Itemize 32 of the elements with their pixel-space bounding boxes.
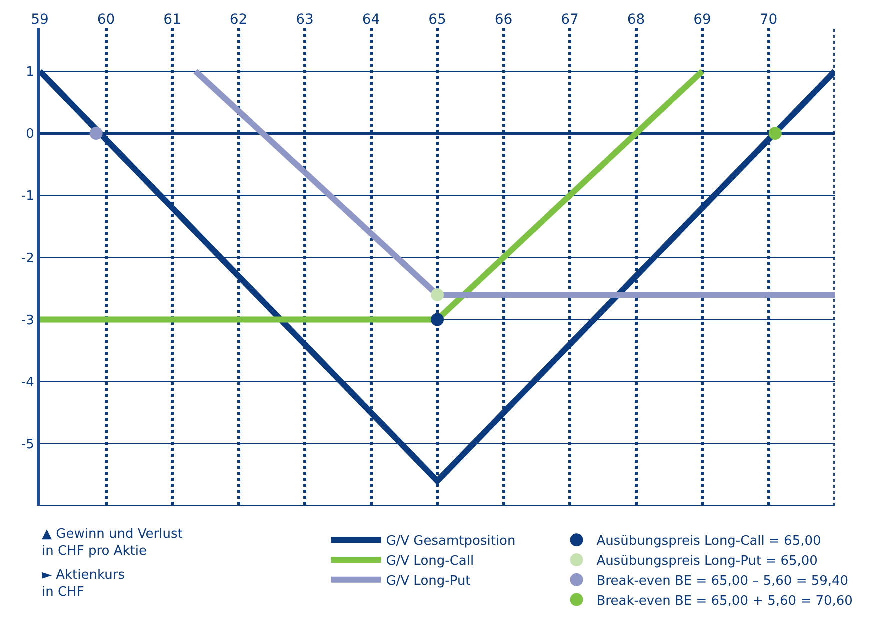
point — [431, 288, 444, 302]
x-tick-label: 67 — [561, 12, 579, 28]
x-tick-label: 70 — [760, 12, 778, 28]
x-tick-label: 62 — [230, 12, 248, 28]
point — [431, 313, 444, 326]
y-tick-label: -3 — [21, 313, 34, 328]
y-tick-label: -2 — [21, 251, 34, 266]
x-tick-label: 65 — [428, 12, 446, 28]
legend-label: Ausübungspreis Long-Put = 65,00 — [596, 554, 818, 570]
y-tick-label: -1 — [21, 189, 34, 204]
x-tick-label: 64 — [362, 12, 380, 28]
y-tick-label: -5 — [21, 437, 34, 452]
x-tick-label: 60 — [97, 12, 116, 28]
x-tick-label: 66 — [494, 12, 513, 28]
y-tick-label: 0 — [26, 127, 34, 142]
legend-label: Break-even BE = 65,00 – 5,60 = 59,40 — [596, 574, 849, 589]
x-tick-label: 69 — [694, 12, 712, 28]
text: ▲ Gewinn und Verlust in CHF pro Aktie — [42, 527, 183, 559]
y-tick-label: -4 — [21, 375, 34, 390]
legend-label: G/V Gesamtposition — [386, 534, 516, 550]
point — [90, 127, 103, 140]
x-tick-label: 61 — [164, 12, 182, 28]
x-tick-label: 63 — [296, 12, 314, 28]
point — [768, 127, 782, 140]
legend-label: Ausübungspreis Long-Call = 65,00 — [596, 534, 822, 550]
legend-label: Break-even BE = 65,00 + 5,60 = 70,60 — [596, 594, 853, 609]
legend-label: G/V Long-Call — [386, 554, 474, 570]
y-tick-label: 1 — [26, 65, 34, 80]
legend-label: G/V Long-Put — [386, 574, 471, 589]
x-tick-label: 68 — [627, 12, 646, 28]
x-tick-label: 59 — [31, 12, 49, 28]
text: ► Aktienkurs in CHF — [42, 568, 126, 600]
